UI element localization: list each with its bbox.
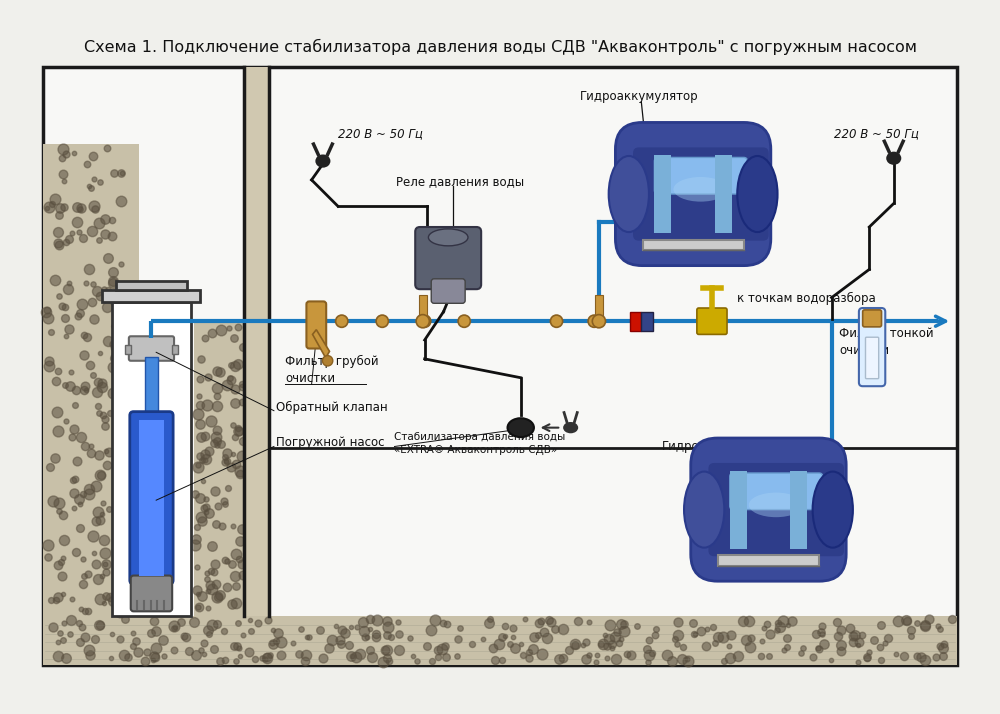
- Circle shape: [588, 315, 600, 327]
- Bar: [43, 67, 957, 665]
- Bar: [102, 290, 200, 302]
- FancyBboxPatch shape: [708, 463, 844, 556]
- FancyBboxPatch shape: [863, 310, 882, 327]
- Bar: [194, 321, 246, 616]
- FancyBboxPatch shape: [859, 308, 885, 386]
- Bar: [145, 357, 158, 416]
- FancyBboxPatch shape: [630, 312, 641, 331]
- Text: Гидроаккумулятор: Гидроаккумулятор: [580, 90, 699, 103]
- Ellipse shape: [315, 154, 330, 168]
- Ellipse shape: [886, 151, 901, 165]
- FancyBboxPatch shape: [641, 312, 653, 331]
- Ellipse shape: [508, 418, 534, 437]
- Text: Реле давления воды: Реле давления воды: [396, 175, 525, 188]
- Ellipse shape: [813, 471, 853, 548]
- FancyBboxPatch shape: [654, 157, 747, 194]
- FancyBboxPatch shape: [129, 336, 174, 361]
- Text: Обратный клапан: Обратный клапан: [276, 401, 387, 413]
- Text: Фильтр грубой
очистки: Фильтр грубой очистки: [285, 356, 379, 386]
- Bar: [112, 302, 191, 616]
- Bar: [718, 555, 819, 565]
- FancyBboxPatch shape: [790, 471, 807, 548]
- Circle shape: [416, 315, 429, 328]
- Bar: [139, 420, 164, 575]
- Text: 220 В ~ 50 Гц: 220 В ~ 50 Гц: [834, 128, 919, 141]
- FancyBboxPatch shape: [730, 471, 747, 548]
- Ellipse shape: [673, 177, 728, 201]
- Bar: [595, 295, 603, 321]
- FancyBboxPatch shape: [654, 155, 671, 233]
- Bar: [419, 295, 427, 321]
- Bar: [43, 616, 957, 665]
- FancyBboxPatch shape: [633, 147, 769, 241]
- Ellipse shape: [684, 471, 724, 548]
- Circle shape: [419, 315, 431, 327]
- Text: к точкам водоразбора: к точкам водоразбора: [737, 292, 876, 306]
- Circle shape: [592, 315, 606, 328]
- Bar: [116, 281, 187, 290]
- Circle shape: [550, 315, 563, 327]
- FancyBboxPatch shape: [131, 575, 172, 611]
- Bar: [244, 67, 269, 616]
- FancyBboxPatch shape: [697, 308, 727, 334]
- Ellipse shape: [749, 493, 803, 517]
- Bar: [172, 345, 178, 354]
- Circle shape: [322, 356, 333, 366]
- Circle shape: [640, 315, 652, 327]
- Circle shape: [706, 315, 718, 327]
- FancyBboxPatch shape: [415, 227, 481, 289]
- Ellipse shape: [609, 156, 649, 232]
- FancyBboxPatch shape: [130, 412, 173, 584]
- FancyBboxPatch shape: [431, 278, 465, 303]
- Text: Фильтр тонкой
очистки: Фильтр тонкой очистки: [839, 327, 934, 357]
- Circle shape: [458, 315, 470, 327]
- FancyBboxPatch shape: [715, 155, 732, 233]
- Text: Гидроаккумулятор: Гидроаккумулятор: [662, 441, 781, 453]
- Text: Стабилизатора давления воды
«EXTRA® Акваконтроль СДВ»: Стабилизатора давления воды «EXTRA® Аква…: [394, 432, 566, 455]
- Circle shape: [336, 315, 348, 327]
- FancyBboxPatch shape: [615, 122, 771, 266]
- Circle shape: [376, 315, 388, 327]
- Bar: [125, 345, 131, 354]
- FancyBboxPatch shape: [691, 438, 846, 581]
- Polygon shape: [313, 330, 329, 358]
- FancyBboxPatch shape: [730, 473, 823, 510]
- Bar: [643, 240, 744, 250]
- Ellipse shape: [737, 156, 778, 232]
- Text: Погружной насос: Погружной насос: [276, 436, 384, 450]
- FancyBboxPatch shape: [865, 337, 879, 378]
- FancyBboxPatch shape: [306, 301, 326, 348]
- Ellipse shape: [563, 422, 578, 433]
- Text: 220 В ~ 50 Гц: 220 В ~ 50 Гц: [338, 128, 423, 141]
- Bar: [43, 144, 139, 616]
- Text: Схема 1. Подключение стабилизатора давления воды СДВ "Акваконтроль" с погружным : Схема 1. Подключение стабилизатора давле…: [84, 39, 916, 55]
- Ellipse shape: [428, 229, 468, 246]
